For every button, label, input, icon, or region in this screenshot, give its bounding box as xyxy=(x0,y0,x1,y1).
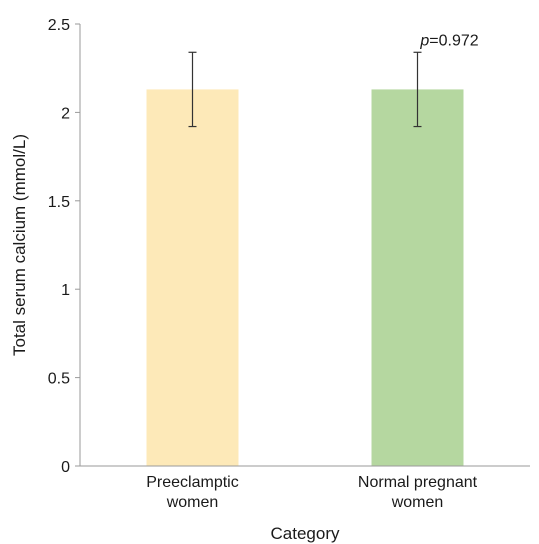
y-tick-label: 1.5 xyxy=(48,194,70,211)
bars xyxy=(146,89,464,466)
y-tick-label: 1 xyxy=(61,282,70,299)
bar xyxy=(146,89,239,466)
category-label: Preeclamptic women xyxy=(146,474,238,511)
error-bars xyxy=(188,51,422,128)
x-axis-title: Category xyxy=(271,524,340,543)
category-label: Normal pregnant women xyxy=(358,474,478,511)
y-tick-label: 0 xyxy=(61,459,70,476)
y-tick-label: 2.5 xyxy=(48,17,70,34)
y-axis-title: Total serum calcium (mmol/L) xyxy=(10,134,29,356)
y-tick-label: 0.5 xyxy=(48,371,70,388)
bar xyxy=(371,89,464,466)
p-value-annotation: p=0.972 xyxy=(419,32,478,49)
y-tick-label: 2 xyxy=(61,105,70,122)
y-axis-ticks: 0 0.5 1 1.5 2 2.5 xyxy=(48,17,80,476)
category-labels: Preeclamptic women Normal pregnant women xyxy=(146,474,477,511)
